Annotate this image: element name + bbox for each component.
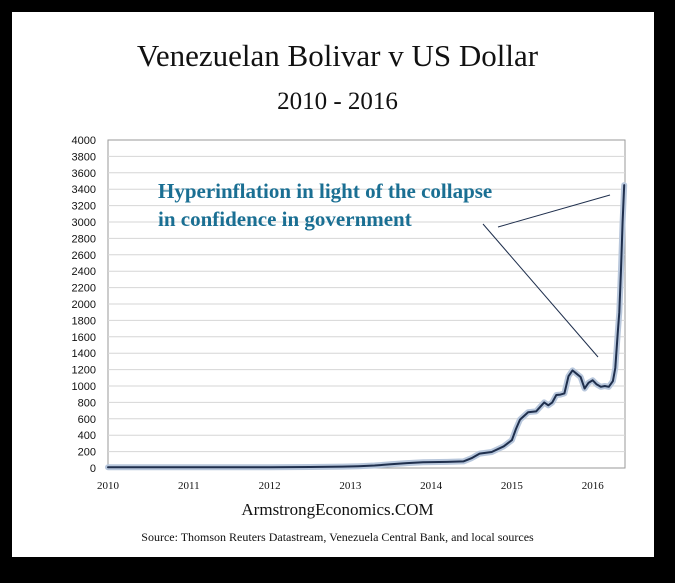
annotation-pointer-upper — [497, 194, 611, 228]
x-tick-label: 2014 — [420, 480, 443, 492]
y-tick-label: 3400 — [72, 184, 96, 196]
y-tick-label: 3800 — [72, 151, 96, 163]
y-tick-label: 3200 — [72, 201, 96, 213]
y-tick-label: 1800 — [72, 315, 96, 327]
x-tick-label: 2015 — [501, 480, 524, 492]
y-tick-label: 4000 — [72, 135, 96, 147]
y-tick-label: 800 — [78, 397, 96, 409]
series-line — [107, 184, 626, 469]
y-tick-label: 1400 — [72, 348, 96, 360]
chart-subtitle: 2010 - 2016 — [277, 88, 398, 115]
y-tick-label: 1000 — [72, 381, 96, 393]
y-tick-label: 1600 — [72, 332, 96, 344]
grid-lines — [108, 155, 625, 453]
brand-text: ArmstrongEconomics.COM — [241, 500, 434, 519]
y-tick-label: 1200 — [72, 365, 96, 377]
y-tick-label: 2400 — [72, 266, 96, 278]
y-tick-label: 2600 — [72, 250, 96, 262]
y-tick-label: 2200 — [72, 283, 96, 295]
y-tick-label: 400 — [78, 430, 96, 442]
annotation-pointer-lower — [482, 223, 599, 358]
y-tick-label: 3600 — [72, 168, 96, 180]
x-tick-label: 2011 — [178, 480, 200, 492]
y-tick-label: 2000 — [72, 299, 96, 311]
y-tick-label: 2800 — [72, 233, 96, 245]
y-tick-label: 3000 — [72, 217, 96, 229]
y-axis-ticks: 0 200 400 600 800 1000 1200 1400 1600 1800 2000 220… — [72, 135, 96, 475]
x-axis-ticks: 2010 2011 2012 2013 2014 2015 2016 — [97, 480, 604, 492]
source-text: Source: Thomson Reuters Datastream, Vene… — [141, 530, 534, 544]
y-tick-label: 200 — [78, 447, 96, 459]
annotation-line-2: in confidence in government — [158, 207, 412, 231]
chart-title: Venezuelan Bolivar v US Dollar — [136, 38, 539, 73]
annotation-line-1: Hyperinflation in light of the collapse — [158, 179, 492, 203]
x-tick-label: 2010 — [97, 480, 120, 492]
y-tick-label: 600 — [78, 414, 96, 426]
x-tick-label: 2012 — [259, 480, 281, 492]
y-tick-label: 0 — [90, 463, 96, 475]
x-tick-label: 2013 — [339, 480, 362, 492]
x-tick-label: 2016 — [582, 480, 605, 492]
